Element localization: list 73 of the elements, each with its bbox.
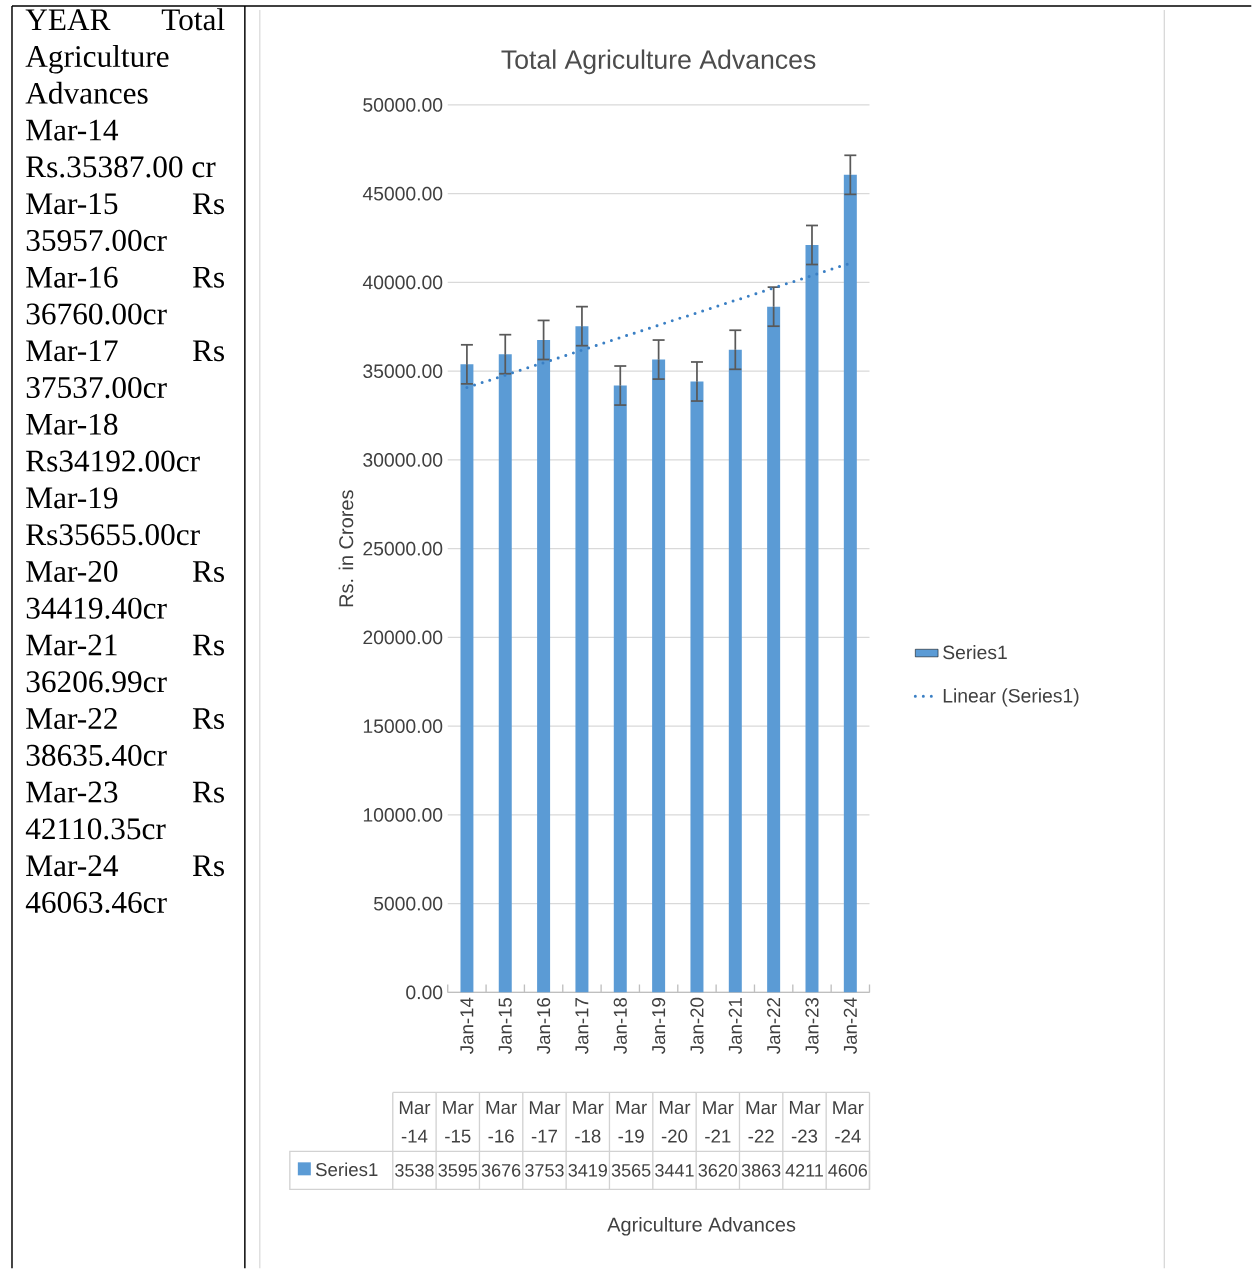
- text: Mar -14: [399, 1101, 431, 1143]
- text: 3419: [568, 1163, 607, 1177]
- bar: [843, 174, 857, 993]
- text: YEAR Total Agriculture Advances: [25, 8, 225, 104]
- text: Agriculture Advances: [607, 1216, 796, 1236]
- text: 3595: [438, 1163, 478, 1177]
- bar: [537, 339, 551, 993]
- text: Mar -16: [486, 1101, 517, 1143]
- y-tick-label: 10000.00: [363, 808, 443, 822]
- chart-title: Total Agriculture Advances: [501, 49, 816, 75]
- y-tick-label: 0.00: [406, 985, 443, 1000]
- bar: [767, 306, 781, 993]
- text: Mar -17: [529, 1101, 561, 1143]
- text: Mar-20 Rs 34419.40cr: [26, 560, 224, 619]
- y-tick-label: 50000.00: [363, 98, 443, 112]
- bar: [460, 364, 474, 993]
- text: 4211: [785, 1164, 823, 1177]
- text: Series1: [315, 1162, 378, 1177]
- text: Mar-15 Rs 35957.00cr: [26, 193, 224, 252]
- x-tick-label: Jan-16: [536, 997, 551, 1054]
- text: 3753: [525, 1163, 564, 1177]
- bar: [652, 359, 666, 993]
- text: Mar-14 Rs.35387.00 cr: [26, 119, 216, 178]
- x-tick-label: Jan-15: [498, 997, 512, 1054]
- text: Mar -23: [789, 1101, 821, 1143]
- text: 3538: [395, 1163, 434, 1177]
- text: 3565: [611, 1163, 651, 1177]
- x-tick-label: Jan-18: [613, 997, 627, 1054]
- y-tick-label: 45000.00: [362, 186, 443, 201]
- x-tick-label: Jan-20: [690, 997, 704, 1054]
- text: 3863: [741, 1163, 781, 1177]
- text: 4606: [828, 1163, 868, 1177]
- bar: [728, 349, 742, 993]
- legend-label: Series1: [943, 645, 1007, 660]
- y-tick-label: 35000.00: [363, 364, 443, 379]
- text: 3441: [655, 1163, 694, 1177]
- x-tick-label: Jan-22: [767, 998, 781, 1054]
- text: Mar-24 Rs 46063.46cr: [25, 855, 224, 914]
- legend-label: Linear (Series1): [943, 688, 1079, 707]
- bar: [690, 381, 704, 993]
- text: Mar-21 Rs 36206.99cr: [26, 634, 224, 693]
- text: 3676: [481, 1163, 521, 1177]
- y-tick-label: 30000.00: [363, 453, 443, 467]
- y-tick-label: 15000.00: [363, 719, 443, 734]
- text: Mar -24: [833, 1101, 864, 1143]
- x-tick-label: Jan-23: [805, 997, 819, 1054]
- text: Mar-19 Rs35655.00cr: [26, 487, 200, 546]
- text: Mar-23 Rs 42110.35cr: [25, 781, 224, 840]
- x-tick-label: Jan-24: [843, 997, 857, 1054]
- text: Mar -19: [616, 1101, 647, 1143]
- text: Mar-16 Rs 36760.00cr: [26, 266, 224, 325]
- y-axis-title: Rs. in Crores: [338, 490, 354, 607]
- y-tick-label: 20000.00: [363, 630, 443, 645]
- bar: [613, 385, 627, 993]
- x-tick-label: Jan-17: [575, 998, 589, 1054]
- text: Mar-22 Rs 38635.40cr: [26, 708, 224, 766]
- text: Mar-17 Rs 37537.00cr: [26, 340, 224, 399]
- text: Mar -22: [746, 1101, 777, 1143]
- y-tick-label: 5000.00: [373, 896, 443, 911]
- x-tick-label: Jan-19: [652, 998, 666, 1054]
- bar: [575, 326, 589, 993]
- text: Mar -15: [443, 1101, 474, 1143]
- y-tick-label: 40000.00: [362, 275, 443, 290]
- y-tick-label: 25000.00: [363, 541, 443, 556]
- x-tick-label: Jan-14: [460, 997, 474, 1054]
- text: 3620: [698, 1163, 738, 1177]
- text: Mar-18 Rs34192.00cr: [26, 413, 200, 472]
- text: Mar -21: [703, 1101, 734, 1143]
- bar: [498, 354, 512, 993]
- bar: [805, 244, 819, 993]
- text: Mar -20: [659, 1101, 691, 1143]
- x-tick-label: Jan-21: [728, 998, 742, 1054]
- text: Mar -18: [573, 1101, 604, 1143]
